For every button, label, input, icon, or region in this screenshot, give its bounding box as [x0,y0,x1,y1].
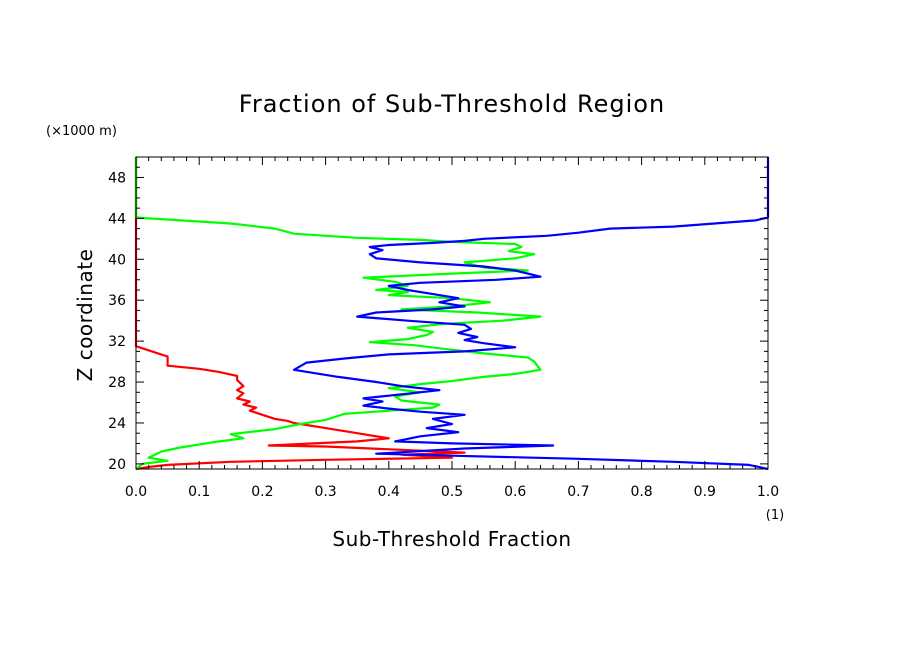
x-tick-label: 0.8 [630,484,652,500]
y-tick-label: 32 [108,334,126,350]
series-line-2 [134,157,542,470]
x-axis-label: Sub-Threshold Fraction [332,527,571,551]
x-tick-label: 0.9 [694,484,716,500]
series-line-1 [134,157,466,471]
y-tick-label: 28 [108,375,126,391]
y-tick-label: 48 [108,170,126,186]
plot-area: 0.0 0.1 0.2 0.3 0.4 0.5 0.6 0.7 0.8 0.9 1.0 20 24 28 3… [108,156,779,500]
y-tick-label: 44 [108,211,126,227]
x-tick-label: 0.6 [504,484,526,500]
y-axis-unit: (×1000 m) [46,124,117,139]
series-line-3 [292,157,770,471]
x-axis-unit: (1) [766,508,784,523]
y-tick-label: 20 [108,457,126,473]
plot-frame [135,156,769,470]
x-tick-label: 0.1 [188,484,210,500]
x-tick-label: 0.5 [441,484,463,500]
x-tick-label: 0.7 [567,484,589,500]
chart-title: Fraction of Sub-Threshold Region [239,90,665,118]
x-tick-label: 0.4 [378,484,400,500]
y-tick-label: 40 [108,252,126,268]
y-axis-label: Z coordinate [73,249,97,382]
x-tick-label: 0.2 [251,484,273,500]
y-tick-label: 24 [108,416,126,432]
x-tick-label: 0.3 [314,484,336,500]
y-tick-label: 36 [108,293,126,309]
x-tick-label: 1.0 [757,484,779,500]
x-tick-label: 0.0 [125,484,147,500]
